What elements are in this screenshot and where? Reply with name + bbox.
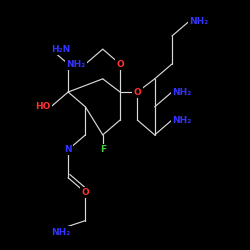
Text: O: O (134, 88, 141, 96)
Text: NH₂: NH₂ (172, 116, 191, 124)
Text: NH₂: NH₂ (172, 88, 191, 96)
Text: F: F (100, 145, 106, 154)
Text: NH₂: NH₂ (66, 60, 86, 68)
Text: N: N (64, 145, 72, 154)
Text: HO: HO (36, 102, 51, 111)
Text: O: O (82, 188, 89, 197)
Text: O: O (116, 60, 124, 68)
Text: NH₂: NH₂ (51, 228, 70, 237)
Text: NH₂: NH₂ (189, 17, 208, 26)
Text: H₂N: H₂N (51, 45, 70, 54)
